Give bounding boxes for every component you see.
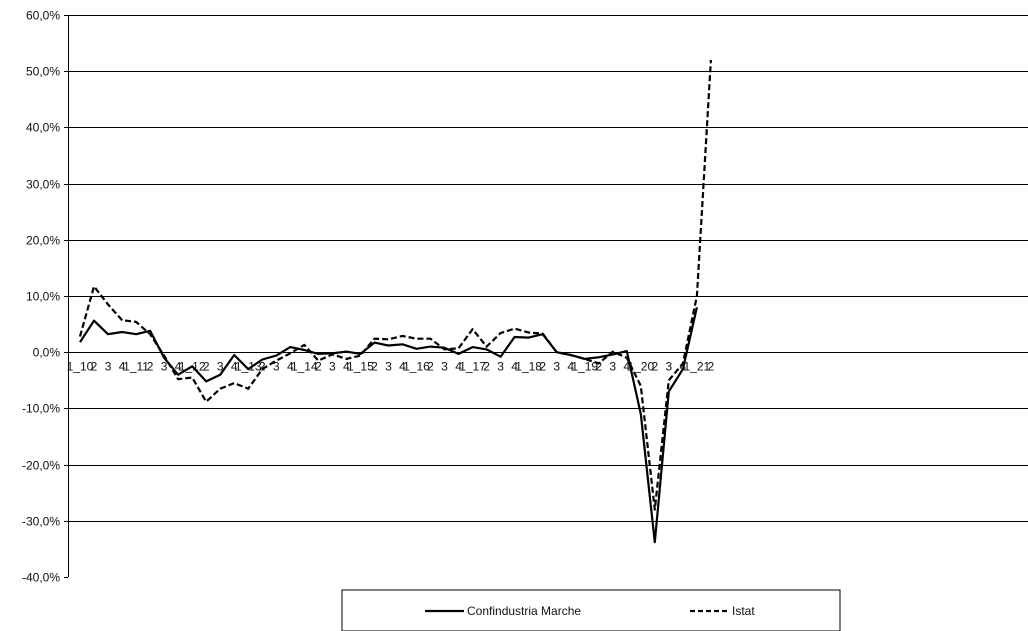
y-tick-label: -10,0% xyxy=(22,402,60,416)
x-tick-label: 4 xyxy=(343,360,350,374)
x-tick-label: 3 xyxy=(665,360,672,374)
x-tick-label: 4 xyxy=(175,360,182,374)
x-tick-label: 1_10 xyxy=(67,360,94,374)
legend-box xyxy=(341,589,841,631)
x-tick-label: 4 xyxy=(287,360,294,374)
x-tick-label: 4 xyxy=(623,360,630,374)
x-tick-label: 1_14 xyxy=(291,360,318,374)
x-tick-label: 2 xyxy=(371,360,378,374)
y-tick-label: -40,0% xyxy=(22,571,60,585)
x-tick-label: 2 xyxy=(595,360,602,374)
x-tick-label: 2 xyxy=(259,360,266,374)
x-tick-label: 4 xyxy=(119,360,126,374)
x-tick-label: 3 xyxy=(105,360,112,374)
x-tick-label: 3 xyxy=(161,360,168,374)
legend: Confindustria Marche Istat xyxy=(341,589,841,631)
x-tick-label: 2 xyxy=(539,360,546,374)
x-tick-label: 1_21 xyxy=(684,360,711,374)
x-tick-label: 2 xyxy=(651,360,658,374)
x-tick-label: 2 xyxy=(147,360,154,374)
y-tick-label: 30,0% xyxy=(26,178,60,192)
x-axis: 1_102 3 41_112 3 41_122 3 41_132 3 41_142 3 41_152… xyxy=(67,352,1028,374)
y-axis: 60,0% 50,0% 40,0% 30,0% 20,0% 10,0% 0,0% -10,0%… xyxy=(22,9,69,585)
x-tick-label: 1_17 xyxy=(459,360,486,374)
x-tick-label: 3 xyxy=(609,360,616,374)
y-tick-label: -30,0% xyxy=(22,515,60,529)
series-line-confindustria-marche xyxy=(79,306,698,544)
x-tick-label: 2 xyxy=(483,360,490,374)
x-tick-label: 1_18 xyxy=(515,360,542,374)
grid-layer xyxy=(68,15,1028,522)
x-tick-label: 3 xyxy=(385,360,392,374)
x-tick-label: 2 xyxy=(203,360,210,374)
x-tick-label: 1_11 xyxy=(123,360,149,374)
x-tick-label: 3 xyxy=(441,360,448,374)
x-tick-label: 4 xyxy=(231,360,238,374)
y-tick-label: 0,0% xyxy=(33,346,61,360)
x-tick-label: 3 xyxy=(497,360,504,374)
x-tick-label: 2 xyxy=(708,360,715,374)
x-tick-label: 3 xyxy=(273,360,280,374)
x-tick-label: 3 xyxy=(329,360,336,374)
x-tick-label: 2 xyxy=(427,360,434,374)
x-tick-label: 4 xyxy=(567,360,574,374)
x-tick-label: 4 xyxy=(511,360,518,374)
x-tick-label: 1_19 xyxy=(571,360,598,374)
x-tick-label: 2 xyxy=(315,360,322,374)
legend-label-confindustria: Confindustria Marche xyxy=(467,604,581,618)
y-tick-label: 50,0% xyxy=(26,65,60,79)
y-tick-label: 60,0% xyxy=(26,9,60,23)
y-tick-label: -20,0% xyxy=(22,459,60,473)
x-tick-label: 2 xyxy=(91,360,98,374)
y-tick-label: 10,0% xyxy=(26,290,60,304)
y-tick-label: 20,0% xyxy=(26,234,60,248)
x-tick-label: 3 xyxy=(553,360,560,374)
series-layer xyxy=(78,59,712,544)
x-tick-label: 4 xyxy=(455,360,462,374)
x-tick-label: 4 xyxy=(399,360,406,374)
legend-label-istat: Istat xyxy=(732,604,755,618)
x-tick-label: 3 xyxy=(217,360,224,374)
x-tick-label: 1_15 xyxy=(347,360,374,374)
x-tick-label: 1_20 xyxy=(627,360,654,374)
x-tick-label: 1_16 xyxy=(403,360,430,374)
series-line-istat xyxy=(78,59,712,511)
y-tick-label: 40,0% xyxy=(26,121,60,135)
